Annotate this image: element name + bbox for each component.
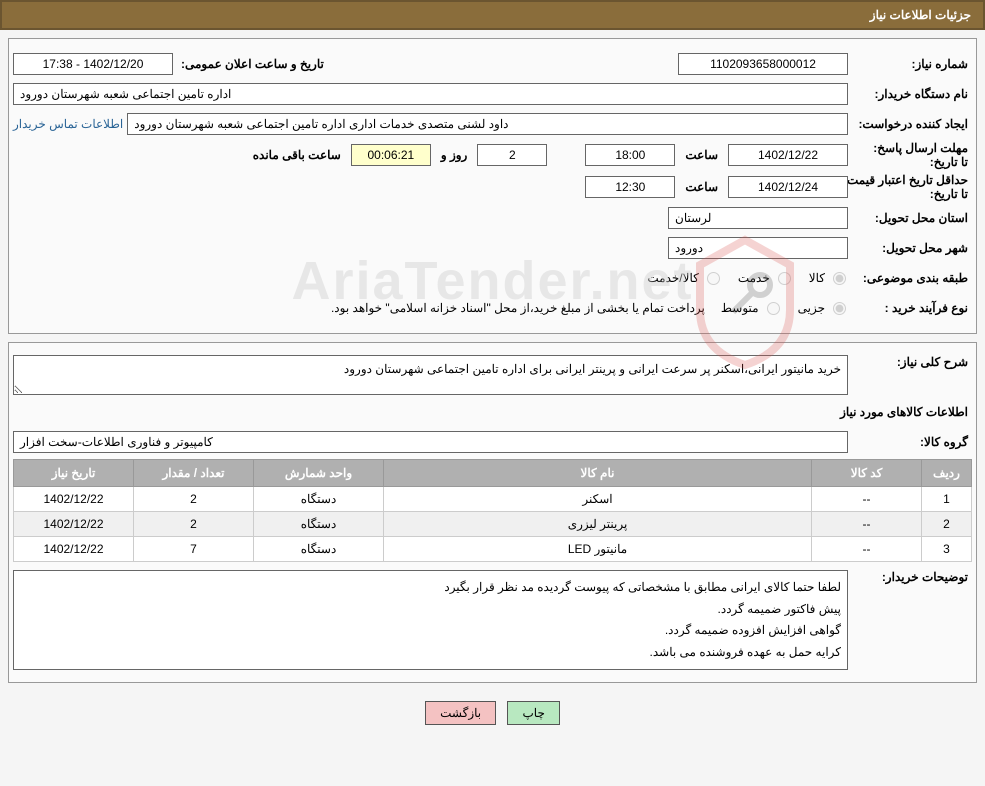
need-number-value: 1102093658000012 (678, 53, 848, 75)
requester-label: ایجاد کننده درخواست: (852, 117, 972, 131)
button-row: چاپ بازگشت (0, 691, 985, 735)
col-qty: تعداد / مقدار (134, 460, 254, 487)
announce-value: 1402/12/20 - 17:38 (13, 53, 173, 75)
process-partial-label: جزیی (798, 301, 825, 315)
delivery-city: دورود (668, 237, 848, 259)
goods-info-header: اطلاعات کالاهای مورد نیاز (13, 399, 972, 425)
col-unit: واحد شمارش (254, 460, 384, 487)
buyer-notes: لطفا حتما کالای ایرانی مطابق با مشخصاتی … (13, 570, 848, 670)
class-goods-service-label: کالا/خدمت (647, 271, 698, 285)
table-row: 1--اسکنردستگاه21402/12/22 (14, 487, 972, 512)
back-button[interactable]: بازگشت (425, 701, 496, 725)
col-name: نام کالا (384, 460, 812, 487)
info-section: شماره نیاز: 1102093658000012 تاریخ و ساع… (8, 38, 977, 334)
delivery-province-label: استان محل تحویل: (852, 211, 972, 225)
buyer-notes-label: توضیحات خریدار: (852, 570, 972, 584)
class-service-radio (778, 272, 791, 285)
delivery-province: لرستان (668, 207, 848, 229)
process-medium-label: متوسط (721, 301, 759, 315)
class-goods-radio (833, 272, 846, 285)
print-button[interactable]: چاپ (507, 701, 559, 725)
overall-desc-text: خرید مانیتور ایرانی،اسکنر پر سرعت ایرانی… (13, 355, 848, 395)
buy-process-label: نوع فرآیند خرید : (852, 301, 972, 315)
class-goods-service-radio (707, 272, 720, 285)
contact-info-link[interactable]: اطلاعات تماس خریدار (13, 117, 123, 131)
process-note: پرداخت تمام یا بخشی از مبلغ خرید،از محل … (331, 301, 705, 315)
deadline-time: 18:00 (585, 144, 675, 166)
validity-time: 12:30 (585, 176, 675, 198)
col-date: تاریخ نیاز (14, 460, 134, 487)
subject-class-label: طبقه بندی موضوعی: (852, 271, 972, 285)
col-row: ردیف (922, 460, 972, 487)
goods-table: ردیف کد کالا نام کالا واحد شمارش تعداد /… (13, 459, 972, 562)
deadline-date: 1402/12/22 (728, 144, 848, 166)
class-goods-label: کالا (809, 271, 825, 285)
description-section: شرح کلی نیاز: خرید مانیتور ایرانی،اسکنر … (8, 342, 977, 683)
days-and-label: روز و (435, 148, 474, 162)
table-row: 3--مانیتور LEDدستگاه71402/12/22 (14, 537, 972, 562)
process-medium-radio (767, 302, 780, 315)
buyer-org-value: اداره تامین اجتماعی شعبه شهرستان دورود (13, 83, 848, 105)
table-row: 2--پرینتر لیزریدستگاه21402/12/22 (14, 512, 972, 537)
delivery-city-label: شهر محل تحویل: (852, 241, 972, 255)
col-code: کد کالا (812, 460, 922, 487)
need-number-label: شماره نیاز: (852, 57, 972, 71)
goods-group-value: کامپیوتر و فناوری اطلاعات-سخت افزار (13, 431, 848, 453)
process-partial-radio (833, 302, 846, 315)
min-validity-label: حداقل تاریخ اعتبار قیمت: تا تاریخ: (852, 173, 972, 201)
reply-deadline-label: مهلت ارسال پاسخ: تا تاریخ: (852, 141, 972, 169)
requester-value: داود لشنی متصدی خدمات اداری اداره تامین … (127, 113, 848, 135)
time-label-1: ساعت (679, 148, 724, 162)
overall-desc-label: شرح کلی نیاز: (852, 355, 972, 369)
page-header: جزئیات اطلاعات نیاز (0, 0, 985, 30)
countdown-value: 00:06:21 (351, 144, 431, 166)
announce-label: تاریخ و ساعت اعلان عمومی: (177, 57, 328, 71)
remaining-label: ساعت باقی مانده (247, 148, 347, 162)
time-label-2: ساعت (679, 180, 724, 194)
buyer-org-label: نام دستگاه خریدار: (852, 87, 972, 101)
goods-group-label: گروه کالا: (852, 435, 972, 449)
validity-date: 1402/12/24 (728, 176, 848, 198)
class-service-label: خدمت (738, 271, 770, 285)
days-remaining: 2 (477, 144, 547, 166)
